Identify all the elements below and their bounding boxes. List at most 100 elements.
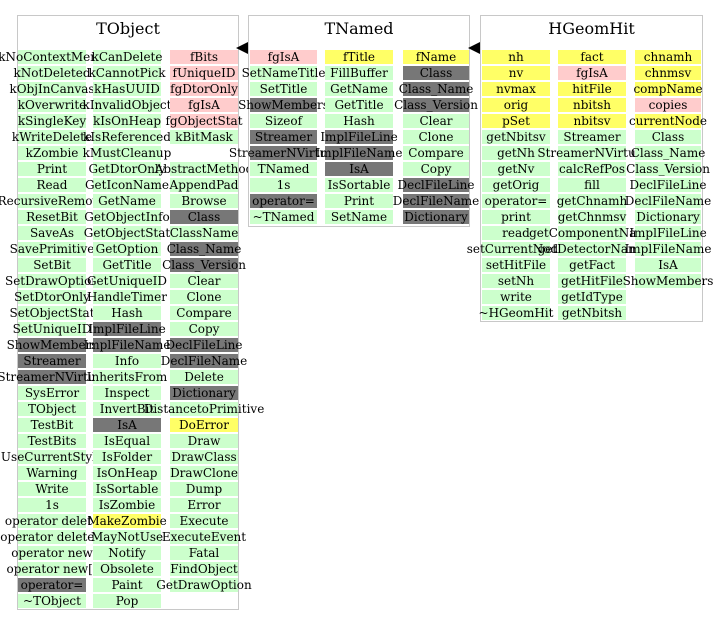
member-label: ShowMembers bbox=[6, 338, 98, 352]
member-label: getOrig bbox=[492, 178, 540, 192]
member-cell: IsZombie bbox=[93, 498, 161, 512]
member-label: Clone bbox=[186, 290, 222, 304]
member-cell: Write bbox=[18, 482, 86, 496]
member-label: GetObjectStat bbox=[83, 226, 171, 240]
member-cell: SetName bbox=[325, 210, 393, 224]
member-label: Browse bbox=[181, 194, 227, 208]
member-label: GetTitle bbox=[334, 98, 384, 112]
class-box-tnamed: TNamed fgIsA SetNameTitle SetTitle ShowMemb… bbox=[229, 15, 479, 227]
inheritance-arrow-icon bbox=[468, 42, 480, 54]
member-cell: GetOption bbox=[93, 242, 161, 256]
member-label: MayNotUse bbox=[90, 530, 164, 544]
member-cell: RecursiveRemove bbox=[0, 194, 106, 208]
member-cell: fBits bbox=[170, 50, 238, 64]
member-cell: IsFolder bbox=[93, 450, 161, 464]
member-cell: Dump bbox=[170, 482, 238, 496]
member-cell: operator= bbox=[18, 578, 86, 592]
member-label: DeclFileLine bbox=[165, 338, 243, 352]
member-label: GetObjectInfo bbox=[84, 210, 170, 224]
member-label: StreamerNVirtual bbox=[228, 146, 339, 160]
member-label: Pop bbox=[115, 594, 139, 608]
member-cell: GetDtorOnly bbox=[88, 162, 166, 176]
class-title: HGeomHit bbox=[548, 19, 635, 38]
member-label: ImplFileName bbox=[624, 242, 712, 256]
member-label: copies bbox=[648, 98, 688, 112]
member-cell: getNbitsv bbox=[482, 130, 550, 144]
member-cell: HandleTimer bbox=[87, 290, 167, 304]
member-label: fgIsA bbox=[267, 50, 300, 64]
member-cell: setCurrentNode bbox=[467, 242, 565, 256]
member-label: InheritsFrom bbox=[86, 370, 168, 384]
member-label: currentNode bbox=[628, 114, 708, 128]
member-label: Class bbox=[187, 210, 221, 224]
member-cell: DeclFileName bbox=[161, 354, 247, 368]
member-label: ClassName bbox=[169, 226, 239, 240]
member-cell: DistancetoPrimitive bbox=[144, 402, 264, 416]
member-label: setCurrentNode bbox=[466, 242, 566, 256]
member-label: ShowMembers bbox=[238, 98, 329, 112]
member-cell: SetNameTitle bbox=[242, 66, 325, 80]
member-label: kHasUUID bbox=[94, 82, 160, 96]
member-label: getIdType bbox=[561, 290, 623, 304]
member-label: Class_Name bbox=[630, 146, 706, 160]
member-label: operator= bbox=[20, 578, 84, 592]
member-cell: chnamh bbox=[635, 50, 701, 64]
member-cell: Hash bbox=[325, 114, 393, 128]
member-label: StreamerNVirtual bbox=[537, 146, 647, 160]
member-cell: GetObjectStat bbox=[84, 226, 170, 240]
member-cell: SetObjectStat bbox=[9, 306, 95, 320]
member-cell: nvmax bbox=[482, 82, 550, 96]
member-cell: DeclFileName bbox=[393, 194, 479, 208]
member-label: kOverwrite bbox=[17, 98, 87, 112]
member-cell: IsSortable bbox=[325, 178, 393, 192]
member-cell: operator= bbox=[250, 194, 317, 208]
member-label: AbstractMethod bbox=[154, 162, 254, 176]
member-cell: SetDrawOption bbox=[5, 274, 99, 288]
member-label: SetDrawOption bbox=[4, 274, 100, 288]
member-cell: Dictionary bbox=[170, 386, 238, 400]
member-cell: Execute bbox=[170, 514, 238, 528]
member-cell: getFact bbox=[558, 258, 626, 272]
member-column: fTitle FillBuffer GetName GetTitle Hash ImplF… bbox=[316, 50, 402, 226]
member-cell: kIsOnHeap bbox=[93, 114, 161, 128]
member-cell: nbitsh bbox=[558, 98, 626, 112]
member-label: SetUniqueID bbox=[12, 322, 92, 336]
member-cell: nbitsv bbox=[558, 114, 626, 128]
member-label: kNotDeleted bbox=[13, 66, 91, 80]
member-column: nh nv nvmax orig pSet getNbitsv getNh getNv getO… bbox=[467, 50, 565, 322]
member-cell: Read bbox=[18, 178, 86, 192]
member-label: Dictionary bbox=[404, 210, 468, 224]
member-label: IsSortable bbox=[327, 178, 391, 192]
member-label: TNamed bbox=[257, 162, 310, 176]
member-label: nv bbox=[508, 66, 524, 80]
member-label: calcRefPos bbox=[559, 162, 625, 176]
member-cell: Draw bbox=[170, 434, 238, 448]
member-cell: MakeZombie bbox=[87, 514, 167, 528]
member-label: kMustCleanup bbox=[82, 146, 172, 160]
member-label: GetOption bbox=[95, 242, 159, 256]
member-cell: DrawClone bbox=[170, 466, 238, 480]
member-column: fName Class Class_Name Class_Version Clear Cl… bbox=[393, 50, 479, 226]
member-cell: nh bbox=[482, 50, 550, 64]
member-label: SetDtorOnly bbox=[14, 290, 90, 304]
member-label: GetTitle bbox=[102, 258, 152, 272]
member-label: fgIsA bbox=[576, 66, 608, 80]
member-label: Compare bbox=[176, 306, 232, 320]
member-cell: ImplFileName bbox=[625, 242, 711, 256]
member-cell: copies bbox=[635, 98, 701, 112]
member-cell: Compare bbox=[403, 146, 469, 160]
member-cell: AbstractMethod bbox=[155, 162, 253, 176]
member-label: ~TObject bbox=[23, 594, 81, 608]
member-label: getChnamh bbox=[556, 194, 628, 208]
member-label: UseCurrentStyle bbox=[0, 450, 104, 464]
member-label: fTitle bbox=[342, 50, 376, 64]
member-cell: ImplFileLine bbox=[320, 130, 398, 144]
member-cell: Compare bbox=[170, 306, 238, 320]
member-label: ~TNamed bbox=[252, 210, 315, 224]
member-label: kZombie bbox=[25, 146, 79, 160]
member-label: nvmax bbox=[496, 82, 536, 96]
member-label: GetDtorOnly bbox=[88, 162, 166, 176]
member-label: print bbox=[501, 210, 531, 224]
member-label: IsA bbox=[117, 418, 137, 432]
member-label: Draw bbox=[187, 434, 221, 448]
